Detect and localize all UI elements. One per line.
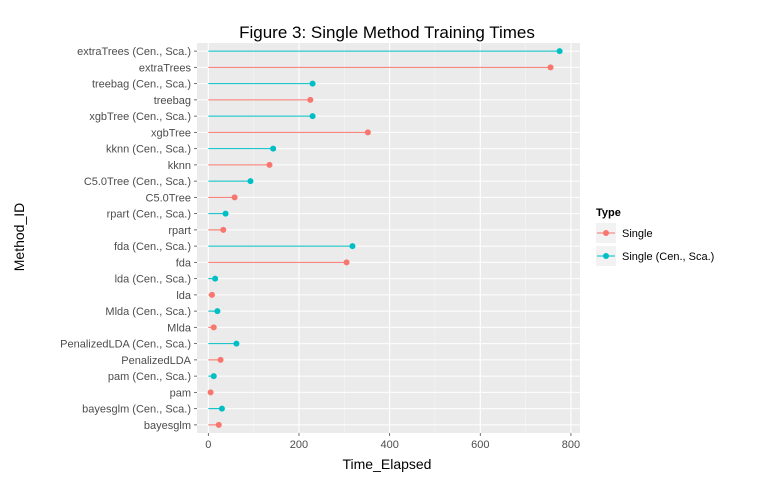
y-tick-label: Mlda (Cen., Sca.): [105, 306, 191, 318]
data-point: [349, 243, 356, 250]
y-tick-label: treebag: [154, 95, 191, 107]
y-tick-label: lda: [176, 290, 192, 302]
y-tick-label: bayesglm: [144, 420, 191, 432]
legend-key-point: [603, 253, 609, 259]
y-tick-label: extraTrees (Cen., Sca.): [77, 46, 191, 58]
x-axis-label: Time_Elapsed: [343, 456, 432, 472]
y-tick-label: fda (Cen., Sca.): [114, 241, 191, 253]
legend-title: Type: [596, 207, 621, 219]
legend: Type Single Single (Cen., Sca.): [596, 207, 714, 266]
y-tick-label: Mlda: [167, 322, 192, 334]
y-tick-label: C5.0Tree: [146, 192, 191, 204]
data-point: [220, 226, 227, 233]
data-point: [208, 291, 215, 298]
data-point: [214, 308, 221, 315]
y-tick-label: bayesglm (Cen., Sca.): [82, 404, 191, 416]
legend-label: Single (Cen., Sca.): [622, 251, 714, 263]
data-point: [309, 80, 316, 87]
plot-panel: [197, 43, 580, 433]
data-point: [270, 145, 277, 152]
data-point: [212, 275, 219, 282]
data-point: [231, 194, 238, 201]
x-tick-labels: 0 200 400 600 800: [205, 433, 580, 451]
y-tick-label: lda (Cen., Sca.): [115, 274, 191, 286]
y-tick-label: PenalizedLDA: [121, 355, 191, 367]
minor-gridlines: [253, 43, 526, 433]
data-point: [217, 356, 224, 363]
data-point: [215, 421, 222, 428]
y-tick-label: extraTrees: [139, 62, 192, 74]
y-tick-label: xgbTree: [151, 127, 191, 139]
data-point: [207, 389, 214, 396]
y-tick-label: PenalizedLDA (Cen., Sca.): [60, 339, 191, 351]
x-tick-label: 400: [380, 439, 398, 451]
y-tick-label: rpart (Cen., Sca.): [107, 209, 191, 221]
data-point: [247, 178, 254, 185]
x-tick-label: 600: [471, 439, 489, 451]
y-tick-label: fda: [176, 257, 192, 269]
x-tick-label: 0: [205, 439, 211, 451]
x-tick-label: 800: [562, 439, 580, 451]
data-point: [364, 129, 371, 136]
data-point: [309, 113, 316, 120]
data-point: [556, 48, 563, 55]
y-axis-label: Method_ID: [11, 203, 27, 271]
data-point: [233, 340, 240, 347]
legend-key-point: [603, 230, 609, 236]
data-point: [218, 405, 225, 412]
y-tick-label: treebag (Cen., Sca.): [92, 79, 191, 91]
data-point: [547, 64, 554, 71]
chart-title: Figure 3: Single Method Training Times: [239, 23, 535, 42]
y-tick-label: kknn: [168, 160, 191, 172]
data-point: [343, 259, 350, 266]
data-point: [210, 324, 217, 331]
lollipop-points: [207, 48, 563, 428]
y-tick-labels: extraTrees (Cen., Sca.) extraTrees treebag…: [60, 46, 197, 432]
lollipop-stems: [208, 50, 560, 426]
data-point: [222, 210, 229, 217]
data-point: [266, 161, 273, 168]
legend-label: Single: [622, 228, 653, 240]
y-tick-label: rpart: [168, 225, 191, 237]
x-tick-label: 200: [290, 439, 308, 451]
y-tick-label: C5.0Tree (Cen., Sca.): [84, 176, 191, 188]
y-tick-label: kknn (Cen., Sca.): [106, 144, 191, 156]
y-tick-label: xgbTree (Cen., Sca.): [89, 111, 191, 123]
y-tick-label: pam (Cen., Sca.): [108, 371, 191, 383]
data-point: [210, 373, 217, 380]
data-point: [307, 96, 314, 103]
y-tick-label: pam: [170, 387, 191, 399]
